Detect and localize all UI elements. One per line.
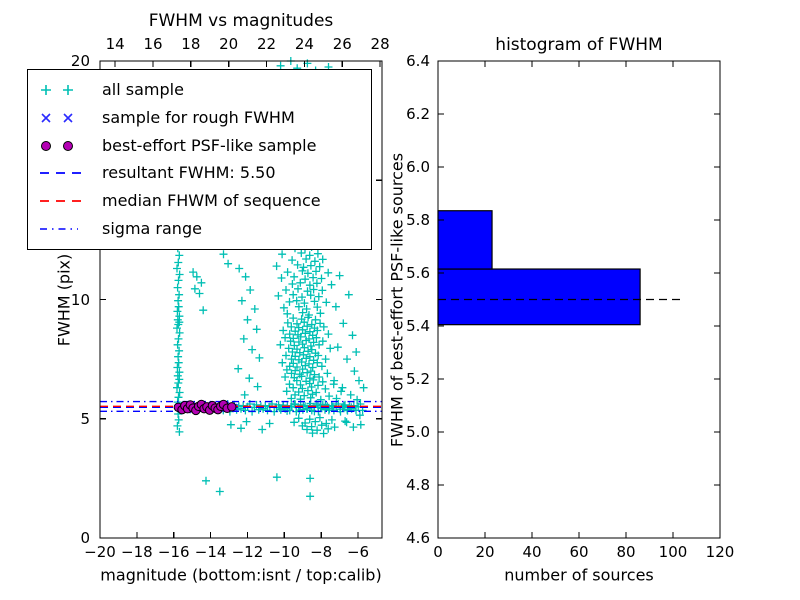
- left-plot-title: FWHM vs magnitudes: [148, 11, 334, 31]
- dashed-blue-line-icon: [40, 172, 82, 175]
- tick-label: 4.8: [406, 476, 430, 494]
- legend-entry-rough-sample: sample for rough FWHM: [38, 105, 363, 131]
- tick-label: 14: [105, 35, 125, 53]
- tick-label: 5.4: [406, 317, 430, 335]
- legend-label: sample for rough FWHM: [102, 107, 295, 127]
- tick-label: 60: [569, 543, 589, 561]
- tick-label: 6.0: [406, 158, 430, 176]
- tick-label: −20: [84, 543, 116, 561]
- tick-label: 80: [616, 543, 636, 561]
- tick-label: 20: [70, 52, 90, 70]
- tick-label: 5.2: [406, 370, 430, 388]
- tick-label: 100: [658, 543, 688, 561]
- dashdot-blue-line-icon: [40, 228, 78, 230]
- tick-label: 5.0: [406, 423, 430, 441]
- left-plot-xlabel: magnitude (bottom:isnt / top:calib): [100, 565, 382, 585]
- tick-label: 16: [143, 35, 163, 53]
- tick-label: −10: [268, 543, 301, 561]
- tick-label: −8: [310, 543, 333, 561]
- right-plot-title: histogram of FWHM: [495, 35, 663, 55]
- tick-label: −16: [157, 543, 190, 561]
- tick-label: −6: [346, 543, 370, 561]
- legend-box: all sample sample for rough FWHM best-ef…: [27, 69, 372, 250]
- legend-entry-psf-sample: best-effort PSF-like sample: [38, 133, 363, 159]
- legend-label: all sample: [102, 79, 184, 99]
- tick-label: 20: [219, 35, 239, 53]
- tick-label: 22: [257, 35, 277, 53]
- tick-label: 18: [181, 35, 201, 53]
- legend-entry-median: median FHWM of sequence: [38, 188, 363, 214]
- legend-label: sigma range: [102, 219, 202, 239]
- tick-label: 24: [294, 35, 314, 53]
- circle-marker-icon: [41, 140, 73, 151]
- legend-entry-all-sample: all sample: [38, 77, 363, 103]
- tick-label: −12: [231, 543, 264, 561]
- dashed-red-line-icon: [40, 200, 82, 203]
- tick-label: 28: [370, 35, 390, 53]
- tick-label: 10: [70, 290, 90, 309]
- tick-label: 5.6: [406, 264, 430, 282]
- plus-marker-icon: [41, 84, 73, 95]
- tick-label: 6.2: [406, 105, 430, 123]
- tick-label: −18: [121, 543, 153, 561]
- right-plot-xlabel: number of sources: [504, 565, 654, 585]
- tick-label: 0: [433, 543, 443, 561]
- legend-entry-resultant: resultant FWHM: 5.50: [38, 160, 363, 186]
- tick-label: 20: [475, 543, 495, 561]
- tick-label: 26: [332, 35, 352, 53]
- legend-label: best-effort PSF-like sample: [102, 135, 317, 155]
- tick-label: 0: [80, 529, 90, 547]
- cross-marker-icon: [41, 113, 73, 123]
- tick-label: 120: [705, 543, 735, 561]
- tick-label: 4.6: [406, 529, 430, 547]
- legend-label: resultant FWHM: 5.50: [102, 163, 276, 183]
- tick-label: 6.4: [406, 52, 430, 70]
- tick-label: −14: [194, 543, 227, 561]
- legend-label: median FHWM of sequence: [102, 191, 321, 211]
- right-plot-ylabel: FWHM of best-effort PSF-like sources: [387, 152, 407, 448]
- tick-label: 5.8: [406, 211, 430, 229]
- tick-label: 5: [80, 409, 90, 428]
- legend-entry-sigma: sigma range: [38, 216, 363, 242]
- tick-label: 40: [522, 543, 542, 561]
